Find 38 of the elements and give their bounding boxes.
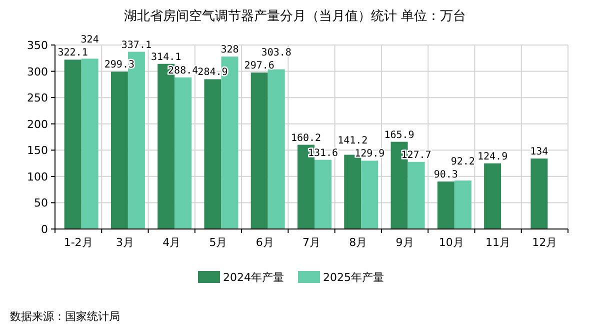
y-tick-label: 250 [27, 92, 48, 105]
chart-title: 湖北省房间空气调节器产量分月（当月值）统计 单位：万台 [124, 8, 466, 24]
data-label: 92.2 [450, 156, 475, 168]
x-tick-label: 1-2月 [64, 236, 93, 249]
x-tick-label: 6月 [256, 236, 274, 249]
data-label: 90.3 [434, 170, 458, 181]
data-label: 322.1 [58, 48, 88, 59]
data-label: 141.2 [338, 136, 368, 147]
legend-label: 2024年产量 [223, 271, 284, 284]
data-label: 303.8 [261, 48, 292, 59]
data-label: 124.9 [477, 151, 508, 162]
data-label: 328 [220, 44, 239, 56]
data-label: 297.6 [244, 60, 274, 72]
x-tick-label: 11月 [486, 236, 511, 249]
data-label: 160.2 [290, 132, 322, 144]
legend-label: 2025年产量 [323, 271, 384, 284]
y-tick-label: 150 [27, 144, 48, 158]
data-label: 129.9 [354, 148, 385, 160]
y-tick-label: 100 [27, 170, 48, 184]
data-label: 324 [80, 34, 99, 46]
source-note: 数据来源：国家统计局 [10, 310, 120, 323]
data-label: 314.1 [151, 52, 182, 63]
y-tick-label: 200 [27, 118, 48, 131]
x-tick-label: 12月 [532, 236, 558, 249]
x-tick-label: 5月 [209, 236, 228, 249]
x-tick-label: 3月 [116, 236, 134, 249]
y-tick-label: 300 [27, 65, 48, 78]
x-tick-label: 10月 [438, 236, 464, 249]
data-label: 165.9 [384, 130, 414, 141]
x-tick-label: 4月 [162, 236, 181, 249]
data-label: 134 [530, 146, 548, 158]
y-tick-label: 0 [41, 223, 48, 236]
y-tick-label: 50 [34, 196, 48, 210]
x-tick-label: 7月 [302, 236, 320, 249]
x-tick-label: 9月 [396, 236, 414, 249]
x-tick-label: 8月 [349, 236, 368, 249]
data-label: 337.1 [121, 40, 152, 51]
y-tick-label: 350 [27, 39, 48, 52]
